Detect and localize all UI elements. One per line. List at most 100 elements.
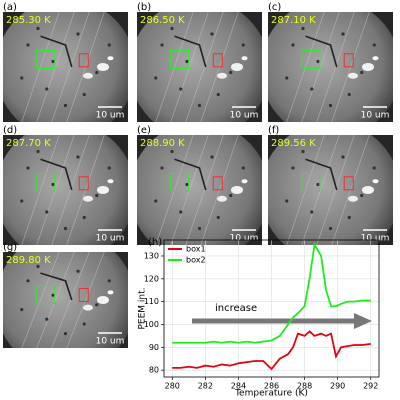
crack — [305, 35, 338, 68]
roi-box1 — [301, 50, 321, 69]
spot — [82, 92, 86, 97]
x-tick-label: 292 — [363, 382, 378, 391]
roi-box2 — [343, 176, 354, 191]
spot — [341, 155, 345, 159]
y-tick-label: 90 — [149, 343, 159, 352]
field-of-view — [268, 12, 393, 122]
legend-label: box1 — [186, 245, 206, 254]
spot — [372, 43, 376, 47]
x-tick-label: 280 — [165, 382, 180, 391]
scratch — [286, 12, 325, 122]
bright-blob — [362, 63, 374, 71]
panel-label: (g) — [3, 242, 17, 253]
spot — [36, 26, 40, 31]
field-of-view — [3, 12, 128, 122]
field-of-view — [268, 135, 393, 245]
scale-bar-label: 10 um — [230, 111, 259, 121]
field-of-view — [3, 252, 128, 348]
bright-blob — [372, 179, 379, 184]
x-axis-label: Temperature (K) — [234, 389, 308, 399]
roi-box1 — [36, 50, 56, 69]
spot — [185, 182, 189, 187]
scratch — [36, 252, 75, 348]
temperature: 289.80 K — [6, 255, 51, 266]
roi-box1 — [36, 173, 56, 192]
spot — [310, 210, 314, 214]
spot — [229, 193, 233, 198]
micrograph: 285.30 K 10 um — [3, 12, 128, 122]
spot — [301, 26, 305, 31]
roi-box2 — [78, 176, 89, 191]
y-tick-label: 100 — [144, 320, 159, 329]
scratch — [316, 12, 355, 122]
scratch — [51, 135, 90, 245]
spot — [291, 166, 295, 170]
temperature: 286.50 K — [140, 15, 185, 26]
scratch — [51, 252, 90, 348]
scale-bar-label: 10 um — [361, 111, 390, 121]
annotation: increase — [215, 303, 257, 314]
spot — [36, 149, 40, 154]
bright-blob — [348, 72, 358, 79]
field-of-view — [137, 12, 262, 122]
spot — [179, 210, 183, 214]
spot — [185, 59, 189, 64]
panel-label: (e) — [137, 125, 151, 136]
scratch — [316, 135, 355, 245]
spot — [347, 215, 351, 220]
bright-blob — [217, 72, 227, 79]
spot — [170, 149, 174, 154]
spot — [291, 43, 295, 47]
panel-label: (b) — [137, 2, 151, 13]
crack — [40, 158, 73, 191]
spot — [45, 87, 49, 91]
roi-box2 — [212, 53, 223, 68]
scratch — [185, 12, 224, 122]
crack — [40, 35, 73, 68]
arrow-head — [354, 313, 372, 330]
scratch — [185, 135, 224, 245]
scratch — [170, 135, 209, 245]
roi-box2 — [78, 53, 89, 68]
spot — [51, 293, 55, 297]
micrograph: 289.56 K 10 um — [268, 135, 393, 245]
spot — [36, 264, 40, 268]
panel-label: (d) — [3, 125, 17, 136]
spot — [107, 43, 111, 47]
x-tick-label: 284 — [231, 382, 246, 391]
spot — [170, 26, 174, 31]
spot — [301, 149, 305, 154]
roi-box2 — [343, 53, 354, 68]
scratch — [301, 12, 340, 122]
bright-blob — [83, 72, 93, 79]
crack — [40, 272, 73, 301]
scale-bar-label: 10 um — [361, 234, 390, 244]
spot — [310, 87, 314, 91]
spot — [316, 59, 320, 64]
crack — [174, 158, 207, 191]
crack — [305, 158, 338, 191]
spot — [241, 43, 245, 47]
series-line — [172, 330, 371, 371]
roi-box1 — [301, 173, 321, 192]
spot — [45, 210, 49, 214]
roi-box1 — [170, 50, 190, 69]
spot — [26, 43, 30, 47]
scratch — [170, 12, 209, 122]
spot — [95, 70, 99, 75]
scratch — [21, 252, 60, 348]
field-of-view — [3, 135, 128, 245]
spot — [210, 32, 214, 36]
spot — [26, 166, 30, 170]
bright-blob — [97, 63, 109, 71]
bright-blob — [372, 56, 379, 61]
spot — [51, 182, 55, 187]
spot — [51, 59, 55, 64]
spot — [285, 76, 289, 80]
x-tick-label: 288 — [297, 382, 312, 391]
y-tick-label: 130 — [144, 251, 159, 260]
spot — [76, 269, 80, 273]
scale-bar-label: 10 um — [96, 111, 125, 121]
scratch — [155, 12, 194, 122]
x-tick-label: 282 — [198, 382, 213, 391]
